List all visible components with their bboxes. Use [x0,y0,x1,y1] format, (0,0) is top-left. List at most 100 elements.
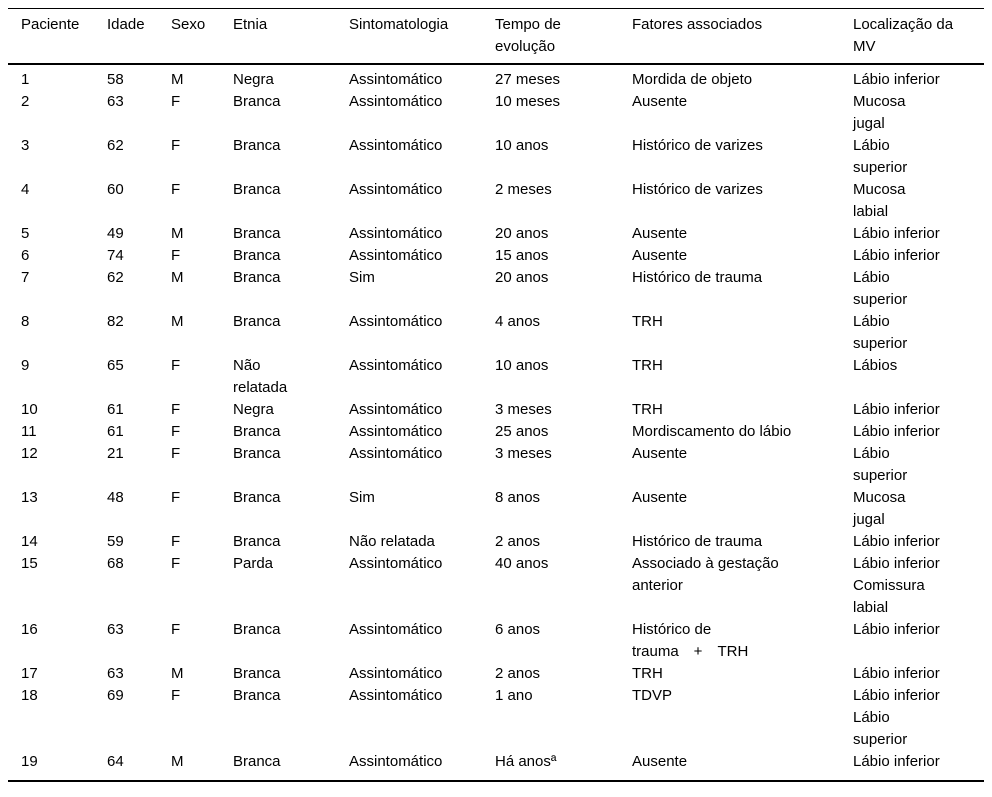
table-cell: Branca [233,181,281,198]
table-cell: 82 [107,313,124,330]
table-cell: 20 anos [495,225,549,242]
table-row: 8 82 M Branca Assintomático 4 anos TRH Lábio su… [8,311,984,355]
table-cell: F [171,423,181,440]
table-cell: 27 meses [495,71,561,88]
table-cell: Branca [233,753,281,770]
table-cell: Histórico de trauma + TRH [632,621,749,660]
table-cell: Assintomático [349,357,443,374]
table-cell: 2 meses [495,181,552,198]
table-cell: Ausente [632,93,688,110]
table-cell: F [171,247,181,264]
table-cell: 63 [107,665,124,682]
table-cell: Mordiscamento do lábio [632,423,792,440]
table-cell: TRH [632,665,663,682]
table-cell: 10 [21,401,38,418]
table-cell: 48 [107,489,124,506]
table-cell: Lábio inferior [853,401,940,418]
table-cell: Lábio inferior [853,665,940,682]
table-cell: Mucosa jugal [853,93,906,132]
table-cell: Ausente [632,225,688,242]
table-cell: Histórico de varizes [632,137,763,154]
table-cell: 13 [21,489,38,506]
table-cell: 17 [21,665,38,682]
table-cell: Lábio inferior Lábio superior [853,687,940,748]
table-row: 3 62 F Branca Assintomático 10 anos Histórico … [8,135,984,179]
table-cell: Parda [233,555,274,572]
table-cell: Ausente [632,489,688,506]
table-cell: Negra [233,71,274,88]
table-cell: 7 [21,269,30,286]
table-cell: TDVP [632,687,673,704]
table-row: 5 49 M Branca Assintomático 20 anos Ausente Láb… [8,223,984,245]
table-cell: Assintomático [349,753,443,770]
table-cell: Lábio inferior [853,423,940,440]
table-cell: F [171,93,181,110]
table-cell: Sim [349,269,375,286]
table-cell: 10 meses [495,93,561,110]
table-cell: Branca [233,489,281,506]
column-header-sintomatologia: Sintomatologia [336,8,482,65]
table-cell: F [171,137,181,154]
table-cell: Sim [349,489,375,506]
table-cell: Não relatada [349,533,435,550]
table-cell: Lábios [853,357,898,374]
table-cell: 4 [21,181,30,198]
table-cell: 3 [21,137,30,154]
table-cell: Lábio superior [853,445,908,484]
table-cell: M [171,665,184,682]
table-row: 1 58 M Negra Assintomático 27 meses Mordida de… [8,64,984,91]
table-cell: Assintomático [349,71,443,88]
table-cell: TRH [632,313,663,330]
table-cell: 10 anos [495,137,549,154]
table-cell: Negra [233,401,274,418]
table-cell: 20 anos [495,269,549,286]
table-cell: Histórico de varizes [632,181,763,198]
table-cell: Lábio inferior [853,753,940,770]
table-cell: Branca [233,533,281,550]
table-cell: Branca [233,687,281,704]
table-cell: Lábio inferior [853,225,940,242]
patient-table-container: Paciente Idade Sexo Etnia Sintomatologia… [8,8,984,782]
table-cell: Branca [233,423,281,440]
table-cell: 10 anos [495,357,549,374]
table-cell: 65 [107,357,124,374]
table-cell: Histórico de trauma [632,533,763,550]
table-row: 6 74 F Branca Assintomático 15 anos Ausente Láb… [8,245,984,267]
table-cell: 16 [21,621,38,638]
table-header: Paciente Idade Sexo Etnia Sintomatologia… [8,8,984,65]
table-cell: Assintomático [349,401,443,418]
table-cell: 61 [107,423,124,440]
table-cell: Ausente [632,247,688,264]
table-cell: 64 [107,753,124,770]
table-row: 12 21 F Branca Assintomático 3 meses Ausente Lá… [8,443,984,487]
table-cell: F [171,621,181,638]
column-header-sexo: Sexo [158,8,220,65]
table-cell: Lábio inferior [853,247,940,264]
table-body: 1 58 M Negra Assintomático 27 meses Mordida de… [8,64,984,781]
table-cell: Mucosa jugal [853,489,906,528]
table-cell: 11 [21,423,37,440]
table-cell: 49 [107,225,124,242]
table-row: 14 59 F Branca Não relatada 2 anos Histórico d… [8,531,984,553]
table-row: 19 64 M Branca Assintomático Há anosª Ausente L… [8,751,984,781]
table-cell: Ausente [632,445,688,462]
table-row: 17 63 M Branca Assintomático 2 anos TRH Lábio i… [8,663,984,685]
table-cell: 9 [21,357,30,374]
table-cell: Mordida de objeto [632,71,753,88]
table-cell: Assintomático [349,445,443,462]
table-cell: Lábio inferior Comissura labial [853,555,940,616]
table-cell: Lábio superior [853,313,908,352]
table-cell: 19 [21,753,38,770]
table-cell: Assintomático [349,621,443,638]
table-cell: 68 [107,555,124,572]
table-row: 7 62 M Branca Sim 20 anos Histórico de trauma L… [8,267,984,311]
table-cell: 5 [21,225,30,242]
table-cell: 4 anos [495,313,541,330]
table-cell: 69 [107,687,124,704]
table-cell: Branca [233,225,281,242]
table-cell: F [171,555,181,572]
table-cell: 3 meses [495,445,552,462]
table-cell: F [171,445,181,462]
table-cell: 14 [21,533,38,550]
table-cell: F [171,687,181,704]
